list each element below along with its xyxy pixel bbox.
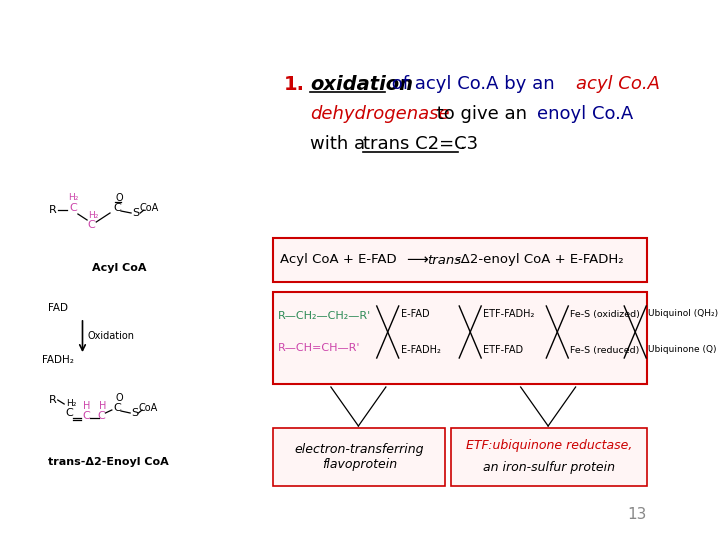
Text: ETF:ubiquinone reductase,: ETF:ubiquinone reductase, [466, 440, 632, 453]
Text: C: C [98, 411, 106, 421]
Text: CoA: CoA [139, 403, 158, 413]
Text: R: R [49, 395, 57, 405]
Text: Oxidation: Oxidation [88, 331, 135, 341]
Text: Fe-S (reduced): Fe-S (reduced) [570, 346, 639, 354]
FancyBboxPatch shape [273, 428, 446, 486]
Text: .: . [459, 135, 465, 153]
Text: E-FAD: E-FAD [400, 309, 429, 319]
Text: 13: 13 [627, 507, 647, 522]
Text: Ubiquinol (QH₂): Ubiquinol (QH₂) [648, 309, 718, 319]
Text: trans-Δ2-Enoyl CoA: trans-Δ2-Enoyl CoA [48, 457, 168, 467]
Text: C: C [114, 203, 121, 213]
Text: dehydrogenase: dehydrogenase [310, 105, 449, 123]
FancyBboxPatch shape [273, 292, 647, 384]
Text: Ubiquinone (Q): Ubiquinone (Q) [648, 346, 716, 354]
Text: O: O [115, 393, 123, 403]
Text: Fe-S (oxidized): Fe-S (oxidized) [570, 309, 640, 319]
Text: 1.: 1. [284, 75, 305, 94]
Text: H: H [99, 401, 107, 411]
Text: oxidation: oxidation [310, 75, 413, 94]
Text: H₂: H₂ [68, 193, 78, 202]
Text: an iron-sulfur protein: an iron-sulfur protein [483, 462, 615, 475]
Text: Acyl CoA: Acyl CoA [92, 263, 146, 273]
Text: R: R [49, 205, 57, 215]
Text: Acyl CoA + E-FAD: Acyl CoA + E-FAD [281, 253, 397, 267]
Text: trans: trans [427, 253, 462, 267]
Text: R—CH₂—CH₂—R': R—CH₂—CH₂—R' [278, 311, 371, 321]
Text: C: C [88, 220, 96, 230]
Text: H₂: H₂ [89, 211, 99, 219]
Text: acyl Co.A: acyl Co.A [575, 75, 660, 93]
Text: H₂: H₂ [66, 399, 77, 408]
Text: S: S [132, 208, 139, 218]
Text: ETF-FADH₂: ETF-FADH₂ [483, 309, 534, 319]
Text: of acyl Co.A by an: of acyl Co.A by an [386, 75, 560, 93]
Text: S: S [131, 408, 138, 418]
Text: -Δ2-enoyl CoA + E-FADH₂: -Δ2-enoyl CoA + E-FADH₂ [456, 253, 624, 267]
Text: C: C [114, 403, 121, 413]
FancyBboxPatch shape [273, 238, 647, 282]
Text: E-FADH₂: E-FADH₂ [400, 345, 441, 355]
Text: enoyl Co.A: enoyl Co.A [537, 105, 634, 123]
Text: ⟶: ⟶ [406, 253, 428, 267]
Text: FAD: FAD [48, 303, 68, 313]
Text: to give an: to give an [431, 105, 533, 123]
Text: R—CH=CH—R': R—CH=CH—R' [278, 343, 360, 353]
Text: C: C [66, 408, 73, 418]
Text: H: H [84, 401, 91, 411]
Text: C: C [82, 411, 90, 421]
Text: O: O [115, 193, 123, 203]
Text: trans C2=C3: trans C2=C3 [363, 135, 478, 153]
Text: FADH₂: FADH₂ [42, 355, 74, 365]
FancyBboxPatch shape [451, 428, 647, 486]
Text: C: C [69, 203, 77, 213]
Text: CoA: CoA [140, 203, 159, 213]
Text: with a: with a [310, 135, 371, 153]
Text: ETF-FAD: ETF-FAD [483, 345, 523, 355]
Text: electron-transferring
flavoprotein: electron-transferring flavoprotein [294, 443, 424, 471]
